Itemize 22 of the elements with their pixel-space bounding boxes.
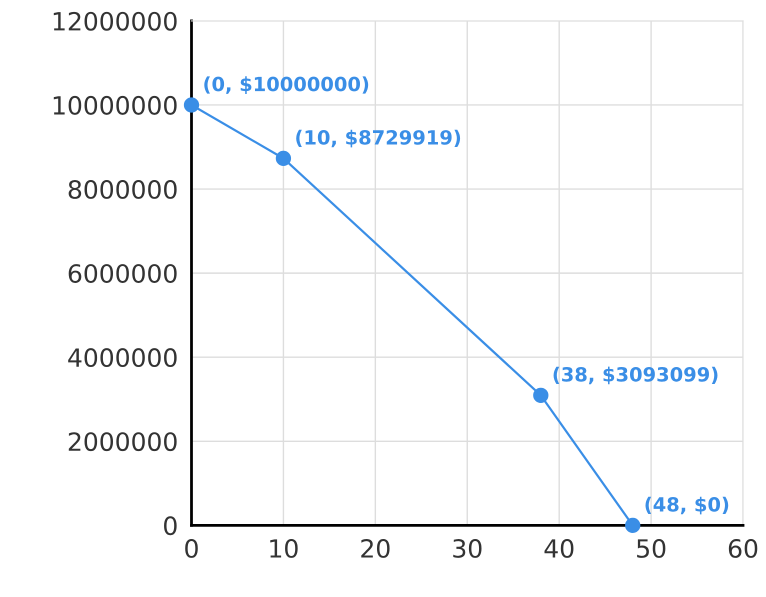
data-label: (48, $0)	[646, 496, 728, 514]
point	[625, 518, 640, 533]
y-tick-label: 10000000	[54, 96, 177, 115]
y-tick-label: 6000000	[68, 264, 177, 283]
data-label: (38, $3093099)	[554, 366, 718, 384]
y-tick-label: 0	[164, 516, 177, 536]
data-label: (0, $10000000)	[204, 76, 368, 94]
x-tick-label: 40	[544, 538, 574, 558]
y-tick-label: 8000000	[68, 180, 177, 199]
x-tick-label: 50	[637, 538, 666, 558]
x-tick-label: 20	[361, 538, 390, 558]
y-tick-label: 2000000	[68, 432, 177, 452]
data-label: (10, $8729919)	[296, 130, 460, 148]
point	[533, 388, 548, 403]
point	[184, 97, 200, 113]
x-tick-label: 0	[185, 538, 198, 558]
point	[276, 150, 292, 166]
y-tick-label: 4000000	[68, 348, 177, 368]
y-tick-label: 12000000	[54, 12, 177, 31]
x-tick-label: 10	[270, 538, 298, 558]
x-tick-label: 60	[728, 538, 758, 558]
x-tick-label: 30	[453, 538, 482, 558]
